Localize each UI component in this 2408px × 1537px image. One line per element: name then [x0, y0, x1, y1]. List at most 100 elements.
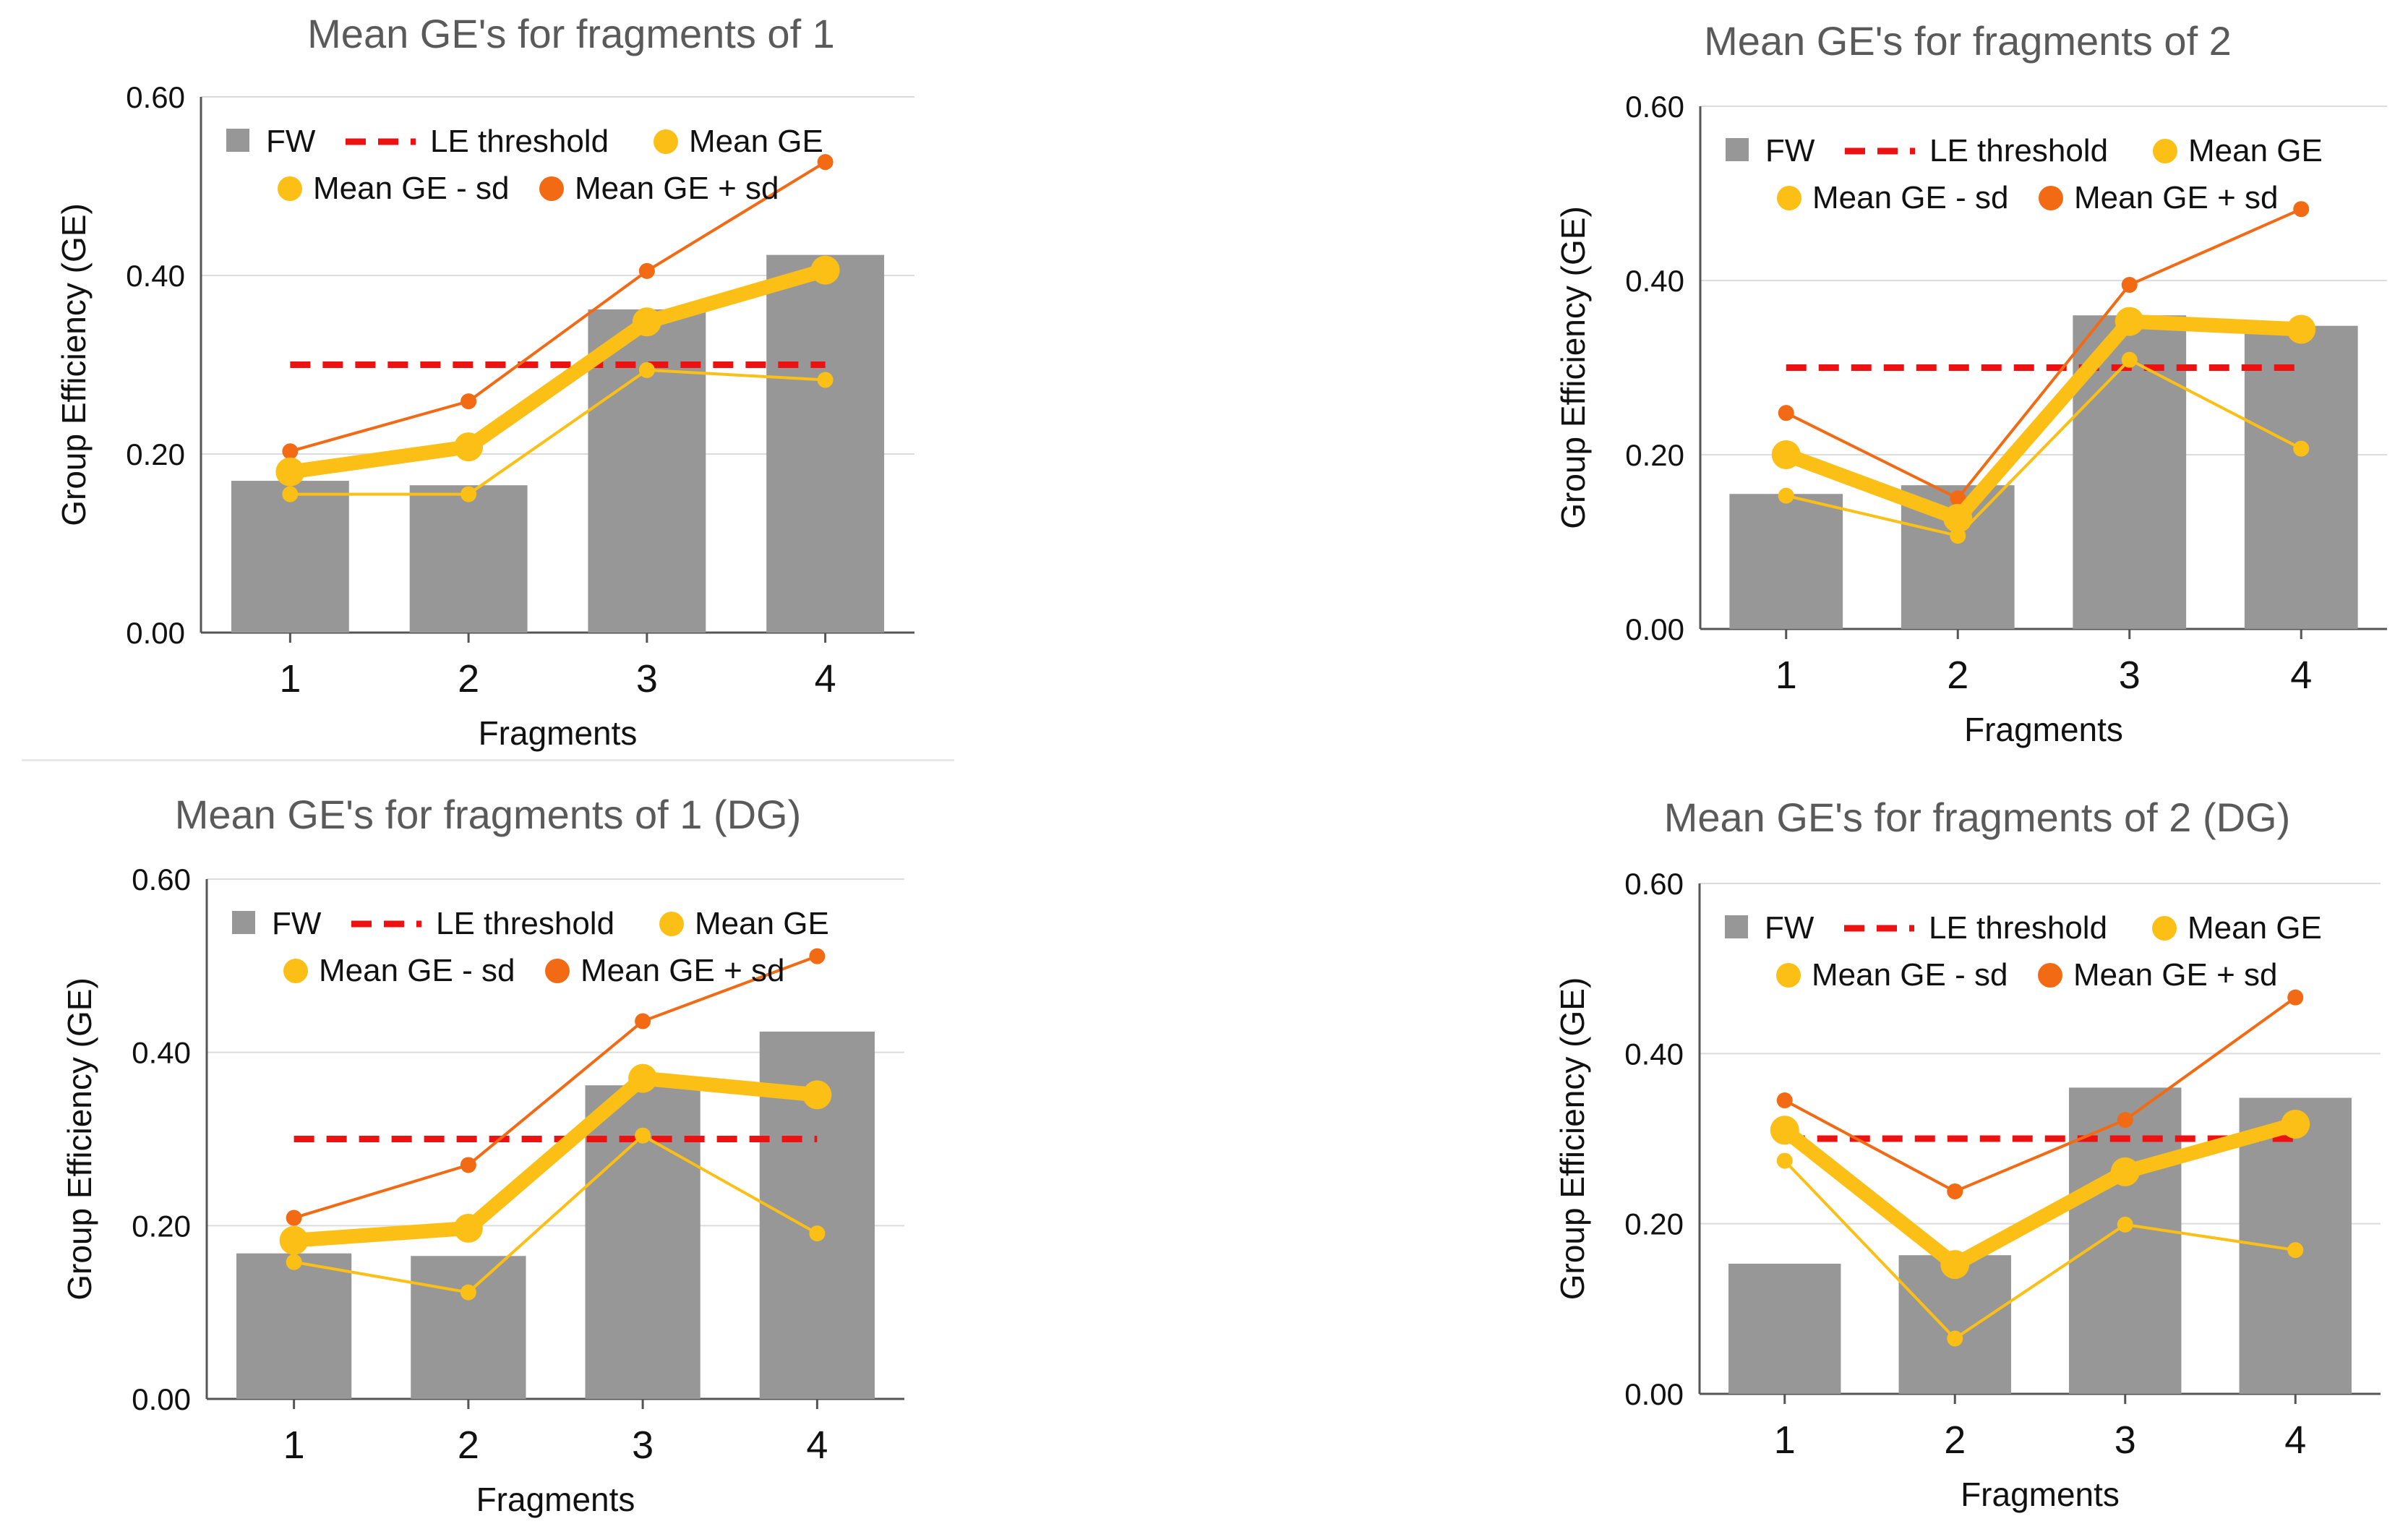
mean-ge-plus-sd-point[interactable]	[635, 1013, 651, 1029]
mean-ge-plus-sd-point[interactable]	[2293, 201, 2310, 218]
legend-swatch-plus	[545, 959, 570, 983]
y-axis-title: Group Efficiency (GE)	[55, 203, 93, 526]
mean-ge-minus-sd-point[interactable]	[809, 1225, 826, 1242]
x-tick-label: 2	[1944, 1418, 1966, 1462]
mean-ge-point[interactable]	[453, 1213, 483, 1243]
mean-ge-minus-sd-point[interactable]	[635, 1127, 651, 1144]
legend: FW LE threshold Mean GE Mean GE - sd Mean GE…	[226, 124, 823, 206]
mean-ge-minus-sd-point[interactable]	[2117, 1216, 2133, 1233]
legend-label-fw: FW	[1765, 910, 1814, 946]
legend-swatch-mean	[654, 129, 678, 154]
bar-fw[interactable]	[2069, 1087, 2182, 1394]
mean-ge-plus-sd-point[interactable]	[817, 154, 834, 171]
x-tick-label: 3	[636, 657, 658, 701]
x-tick-label: 1	[283, 1423, 305, 1467]
x-axis-title: Fragments	[476, 1481, 635, 1518]
mean-ge-minus-sd-point[interactable]	[2121, 351, 2138, 368]
mean-ge-minus-sd-point[interactable]	[638, 361, 655, 378]
legend: FW LE threshold Mean GE Mean GE - sd Mean GE…	[1726, 133, 2323, 215]
legend: FW LE threshold Mean GE Mean GE - sd Mean GE…	[1725, 910, 2322, 993]
mean-ge-minus-sd-point[interactable]	[2287, 1242, 2304, 1259]
x-axis-title: Fragments	[1961, 1476, 2120, 1513]
mean-ge-plus-sd-point[interactable]	[2121, 277, 2138, 294]
mean-ge-plus-sd-point[interactable]	[286, 1210, 302, 1226]
chart-panel-4: Mean GE's for fragments of 2 (DG) 0.00 0.2…	[1554, 795, 2381, 1513]
mean-ge-point[interactable]	[2287, 314, 2316, 344]
mean-ge-point[interactable]	[2281, 1109, 2310, 1139]
legend-label-plus: Mean GE + sd	[580, 953, 784, 988]
mean-ge-minus-sd-point[interactable]	[460, 1284, 476, 1301]
mean-ge-line	[286, 1071, 825, 1248]
mean-ge-plus-sd-line	[1784, 207, 2303, 500]
mean-ge-plus-sd-point[interactable]	[1947, 1183, 1963, 1199]
mean-ge-plus-sd-point[interactable]	[460, 393, 477, 410]
y-tick-label: 0.40	[126, 259, 185, 293]
legend-label-plus: Mean GE + sd	[2073, 957, 2277, 993]
mean-ge-line	[1777, 1116, 2303, 1272]
mean-ge-minus-sd-point[interactable]	[2293, 440, 2310, 457]
chart-panel-1: Mean GE's for fragments of 1 0.00 0.20 0.40…	[55, 11, 914, 752]
legend-label-mean: Mean GE	[695, 906, 829, 941]
legend-swatch-mean	[659, 912, 684, 936]
mean-ge-minus-sd-line	[1783, 1159, 2297, 1340]
mean-ge-plus-sd-point[interactable]	[2287, 989, 2304, 1006]
x-tick-label: 2	[458, 657, 479, 701]
mean-ge-point[interactable]	[628, 1063, 658, 1093]
mean-ge-minus-sd-point[interactable]	[817, 372, 834, 388]
mean-ge-minus-sd-point[interactable]	[282, 486, 299, 502]
legend-label-minus: Mean GE - sd	[1812, 957, 2008, 993]
mean-ge-point[interactable]	[632, 307, 661, 337]
mean-ge-plus-sd-point[interactable]	[2117, 1112, 2133, 1129]
legend-label-threshold: LE threshold	[1929, 910, 2107, 946]
mean-ge-minus-sd-point[interactable]	[460, 486, 477, 502]
mean-ge-point[interactable]	[454, 432, 484, 462]
mean-ge-point[interactable]	[1771, 440, 1801, 469]
legend-label-minus: Mean GE - sd	[319, 953, 515, 988]
bar-fw[interactable]	[236, 1253, 352, 1399]
bar-fw[interactable]	[766, 254, 885, 633]
bar-fw[interactable]	[409, 485, 528, 633]
legend-swatch-minus	[1777, 186, 1801, 210]
x-tick-label: 3	[632, 1423, 654, 1467]
mean-ge-plus-sd-line	[1783, 996, 2297, 1193]
x-tick-label: 1	[1775, 654, 1797, 697]
mean-ge-plus-sd-point[interactable]	[809, 948, 826, 964]
mean-ge-minus-sd-point[interactable]	[1947, 1330, 1963, 1347]
mean-ge-point[interactable]	[810, 255, 840, 285]
mean-ge-plus-sd-point[interactable]	[1950, 490, 1966, 507]
y-tick-label: 0.20	[1624, 1207, 1684, 1241]
mean-ge-minus-sd-point[interactable]	[1778, 487, 1794, 504]
mean-ge-point[interactable]	[2110, 1157, 2140, 1186]
mean-ge-line	[283, 262, 833, 479]
bar-fw[interactable]	[2244, 325, 2358, 629]
bar-fw[interactable]	[411, 1256, 526, 1399]
mean-ge-point[interactable]	[2115, 307, 2144, 336]
mean-ge-plus-sd-point[interactable]	[282, 443, 299, 460]
bar-fw[interactable]	[231, 481, 349, 633]
legend-label-fw: FW	[272, 906, 322, 941]
y-axis-title: Group Efficiency (GE)	[1554, 977, 1591, 1301]
mean-ge-point[interactable]	[1943, 503, 1973, 533]
mean-ge-plus-sd-point[interactable]	[1776, 1092, 1793, 1109]
mean-ge-point[interactable]	[1940, 1250, 1970, 1280]
mean-ge-plus-sd-point[interactable]	[1778, 405, 1794, 421]
mean-ge-point[interactable]	[279, 1225, 309, 1255]
mean-ge-point[interactable]	[275, 457, 305, 487]
mean-ge-minus-sd-point[interactable]	[1776, 1152, 1793, 1169]
legend-label-plus: Mean GE + sd	[575, 171, 779, 206]
bar-fw[interactable]	[1728, 1263, 1841, 1394]
y-axis-title: Group Efficiency (GE)	[1554, 206, 1592, 529]
y-tick-label: 0.00	[126, 616, 185, 650]
y-tick-label: 0.00	[1625, 612, 1684, 646]
mean-ge-point[interactable]	[1770, 1116, 1799, 1145]
mean-ge-plus-sd-point[interactable]	[460, 1157, 476, 1173]
legend-label-threshold: LE threshold	[436, 906, 614, 941]
y-tick-label: 0.60	[126, 80, 185, 114]
mean-ge-plus-sd-point[interactable]	[638, 262, 655, 279]
mean-ge-point[interactable]	[802, 1080, 832, 1110]
y-tick-label: 0.60	[132, 862, 191, 896]
bar-fw[interactable]	[1729, 494, 1843, 629]
x-tick-label: 1	[1774, 1418, 1796, 1462]
legend-label-fw: FW	[1765, 133, 1815, 168]
mean-ge-minus-sd-point[interactable]	[286, 1254, 302, 1270]
